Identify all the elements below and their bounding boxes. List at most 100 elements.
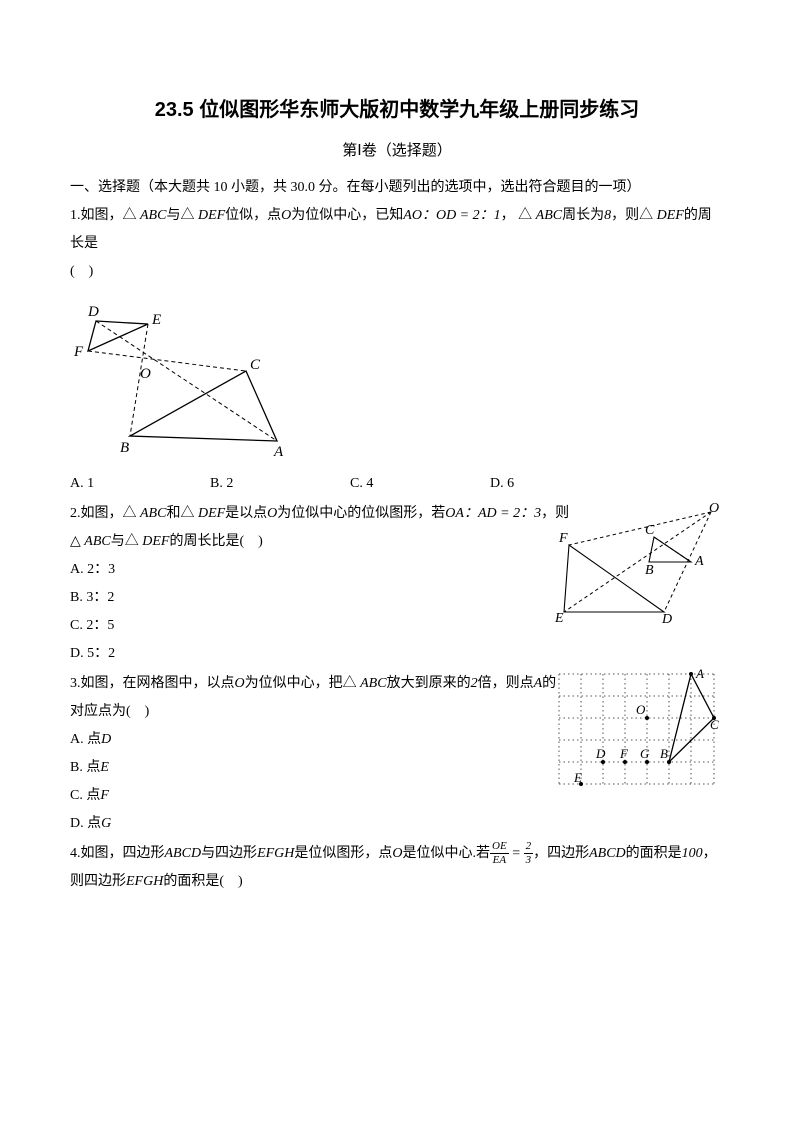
q1-text: 1.如图，△ ABC与△ DEF位似，点O为位似中心，已知AO：OD = 2：1…	[70, 208, 712, 251]
q1-frag: ， △	[501, 208, 536, 223]
q1-def2: DEF	[657, 208, 684, 223]
q1-paren: ( )	[70, 258, 724, 286]
q4-efgh: EFGH	[257, 846, 294, 861]
fig2-C: C	[645, 523, 655, 538]
q3-optC-a: C. 点	[70, 788, 100, 803]
q2-frag: 与△	[111, 534, 143, 549]
q1-optC: C. 4	[350, 470, 490, 498]
q2-def2: DEF	[142, 534, 169, 549]
q4-frag: 4.如图，四边形	[70, 846, 165, 861]
q1-frag: 1.如图，△	[70, 208, 140, 223]
question-3: 3.如图，在网格图中，以点O为位似中心，把△ ABC放大到原来的2倍，则点A的 …	[70, 670, 724, 838]
q3-o: O	[235, 676, 245, 691]
fig1-O: O	[140, 366, 151, 382]
fig2-E: E	[554, 611, 564, 625]
subtitle: 第Ⅰ卷（选择题）	[70, 136, 724, 166]
fig2-F: F	[558, 531, 568, 546]
q2-frag: 和△	[166, 506, 198, 521]
q3-frag: 倍，则点	[478, 676, 534, 691]
q2-def: DEF	[198, 506, 225, 521]
q4-abcd: ABCD	[165, 846, 202, 861]
q2-frag: 2.如图，△	[70, 506, 140, 521]
q4-frac1: OEEA	[490, 841, 509, 866]
q2-frag: 为位似中心的位似图形，若	[277, 506, 445, 521]
q1-figure: D E F O C B A	[70, 296, 300, 466]
q4-frac-den: EA	[490, 854, 509, 866]
page-container: 23.5 位似图形华东师大版初中数学九年级上册同步练习 第Ⅰ卷（选择题） 一、选…	[0, 0, 794, 936]
q3-pa: A	[534, 676, 543, 691]
q3-optA-a: A. 点	[70, 732, 101, 747]
q4-frag: 是位似图形，点	[294, 846, 392, 861]
question-1: 1.如图，△ ABC与△ DEF位似，点O为位似中心，已知AO：OD = 2：1…	[70, 202, 724, 498]
q3-optB-b: E	[100, 760, 109, 775]
fig3-E: E	[573, 770, 582, 785]
q2-ratio: OA：AD = 2：3	[445, 506, 541, 521]
q1-optA: A. 1	[70, 470, 210, 498]
q2-abc2: ABC	[84, 534, 110, 549]
q4-frag: 与四边形	[201, 846, 257, 861]
q1-def: DEF	[198, 208, 225, 223]
q1-frag: 位似，点	[225, 208, 281, 223]
q1-abc2: ABC	[536, 208, 562, 223]
q2-frag: △	[70, 534, 84, 549]
q3-optC-b: F	[100, 788, 109, 803]
q3-optB-a: B. 点	[70, 760, 100, 775]
q3-optD-b: G	[101, 816, 111, 831]
q4-frag: 的面积是( )	[163, 874, 242, 889]
q4-frag: 的面积是	[626, 846, 682, 861]
fig2-B: B	[645, 563, 654, 578]
fig1-E: E	[151, 312, 161, 328]
q2-frag: 是以点	[225, 506, 267, 521]
question-2: 2.如图，△ ABC和△ DEF是以点O为位似中心的位似图形，若OA：AD = …	[70, 500, 724, 668]
q4-frac2: 23	[524, 841, 534, 866]
q2-abc: ABC	[140, 506, 166, 521]
q1-frag: ，则△	[611, 208, 657, 223]
fig1-A: A	[273, 444, 284, 460]
q1-optB: B. 2	[210, 470, 350, 498]
fig3-A: A	[695, 666, 704, 681]
fig3-G: G	[640, 746, 650, 761]
q2-figure: O C A B F E D	[549, 500, 724, 625]
fig3-O: O	[636, 702, 646, 717]
q4-hundred: 100	[682, 846, 703, 861]
q4-frac2-num: 2	[524, 841, 534, 854]
fig3-C: C	[710, 717, 719, 732]
q3-optA-b: D	[101, 732, 111, 747]
q4-frac-num: OE	[490, 841, 509, 854]
fig3-D: D	[595, 746, 606, 761]
q4-o: O	[392, 846, 402, 861]
q1-options: A. 1 B. 2 C. 4 D. 6	[70, 470, 724, 498]
question-4: 4.如图，四边形ABCD与四边形EFGH是位似图形，点O是位似中心.若OEEA …	[70, 840, 724, 896]
q3-abc: ABC	[360, 676, 386, 691]
fig2-O: O	[709, 501, 719, 516]
q4-frac2-den: 3	[524, 854, 534, 866]
fig1-C: C	[250, 357, 261, 373]
fig1-D: D	[87, 304, 99, 320]
q1-frag: 为位似中心，已知	[291, 208, 403, 223]
q3-frag: 3.如图，在网格图中，以点	[70, 676, 235, 691]
fig1-F: F	[73, 344, 84, 360]
q4-line1: 4.如图，四边形ABCD与四边形EFGH是位似图形，点O是位似中心.若OEEA …	[70, 840, 724, 868]
q4-frag: ，	[703, 846, 717, 861]
q4-line2: 则四边形EFGH的面积是( )	[70, 868, 724, 896]
q3-optD-a: D. 点	[70, 816, 101, 831]
q4-frag: 则四边形	[70, 874, 126, 889]
q3-two: 2	[471, 676, 478, 691]
section-heading: 一、选择题（本大题共 10 小题，共 30.0 分。在每小题列出的选项中，选出符…	[70, 174, 724, 202]
q2-frag: 的周长比是( )	[169, 534, 262, 549]
q3-figure: A C O D F G B E	[554, 666, 719, 794]
q3-frag: 放大到原来的	[387, 676, 471, 691]
q2-optD: D. 5：2	[70, 640, 724, 668]
q1-o: O	[281, 208, 291, 223]
q2-o: O	[267, 506, 277, 521]
q1-ratio: AO：OD = 2：1	[403, 208, 500, 223]
page-title: 23.5 位似图形华东师大版初中数学九年级上册同步练习	[70, 90, 724, 130]
q1-abc: ABC	[140, 208, 166, 223]
q4-frag: ，四边形	[533, 846, 589, 861]
q3-optD: D. 点G	[70, 810, 724, 838]
q1-frag: 与△	[166, 208, 198, 223]
q3-frag: 为位似中心，把△	[245, 676, 361, 691]
fig1-B: B	[120, 440, 129, 456]
q4-frag: 是位似中心.若	[403, 846, 491, 861]
q4-abcd2: ABCD	[589, 846, 626, 861]
